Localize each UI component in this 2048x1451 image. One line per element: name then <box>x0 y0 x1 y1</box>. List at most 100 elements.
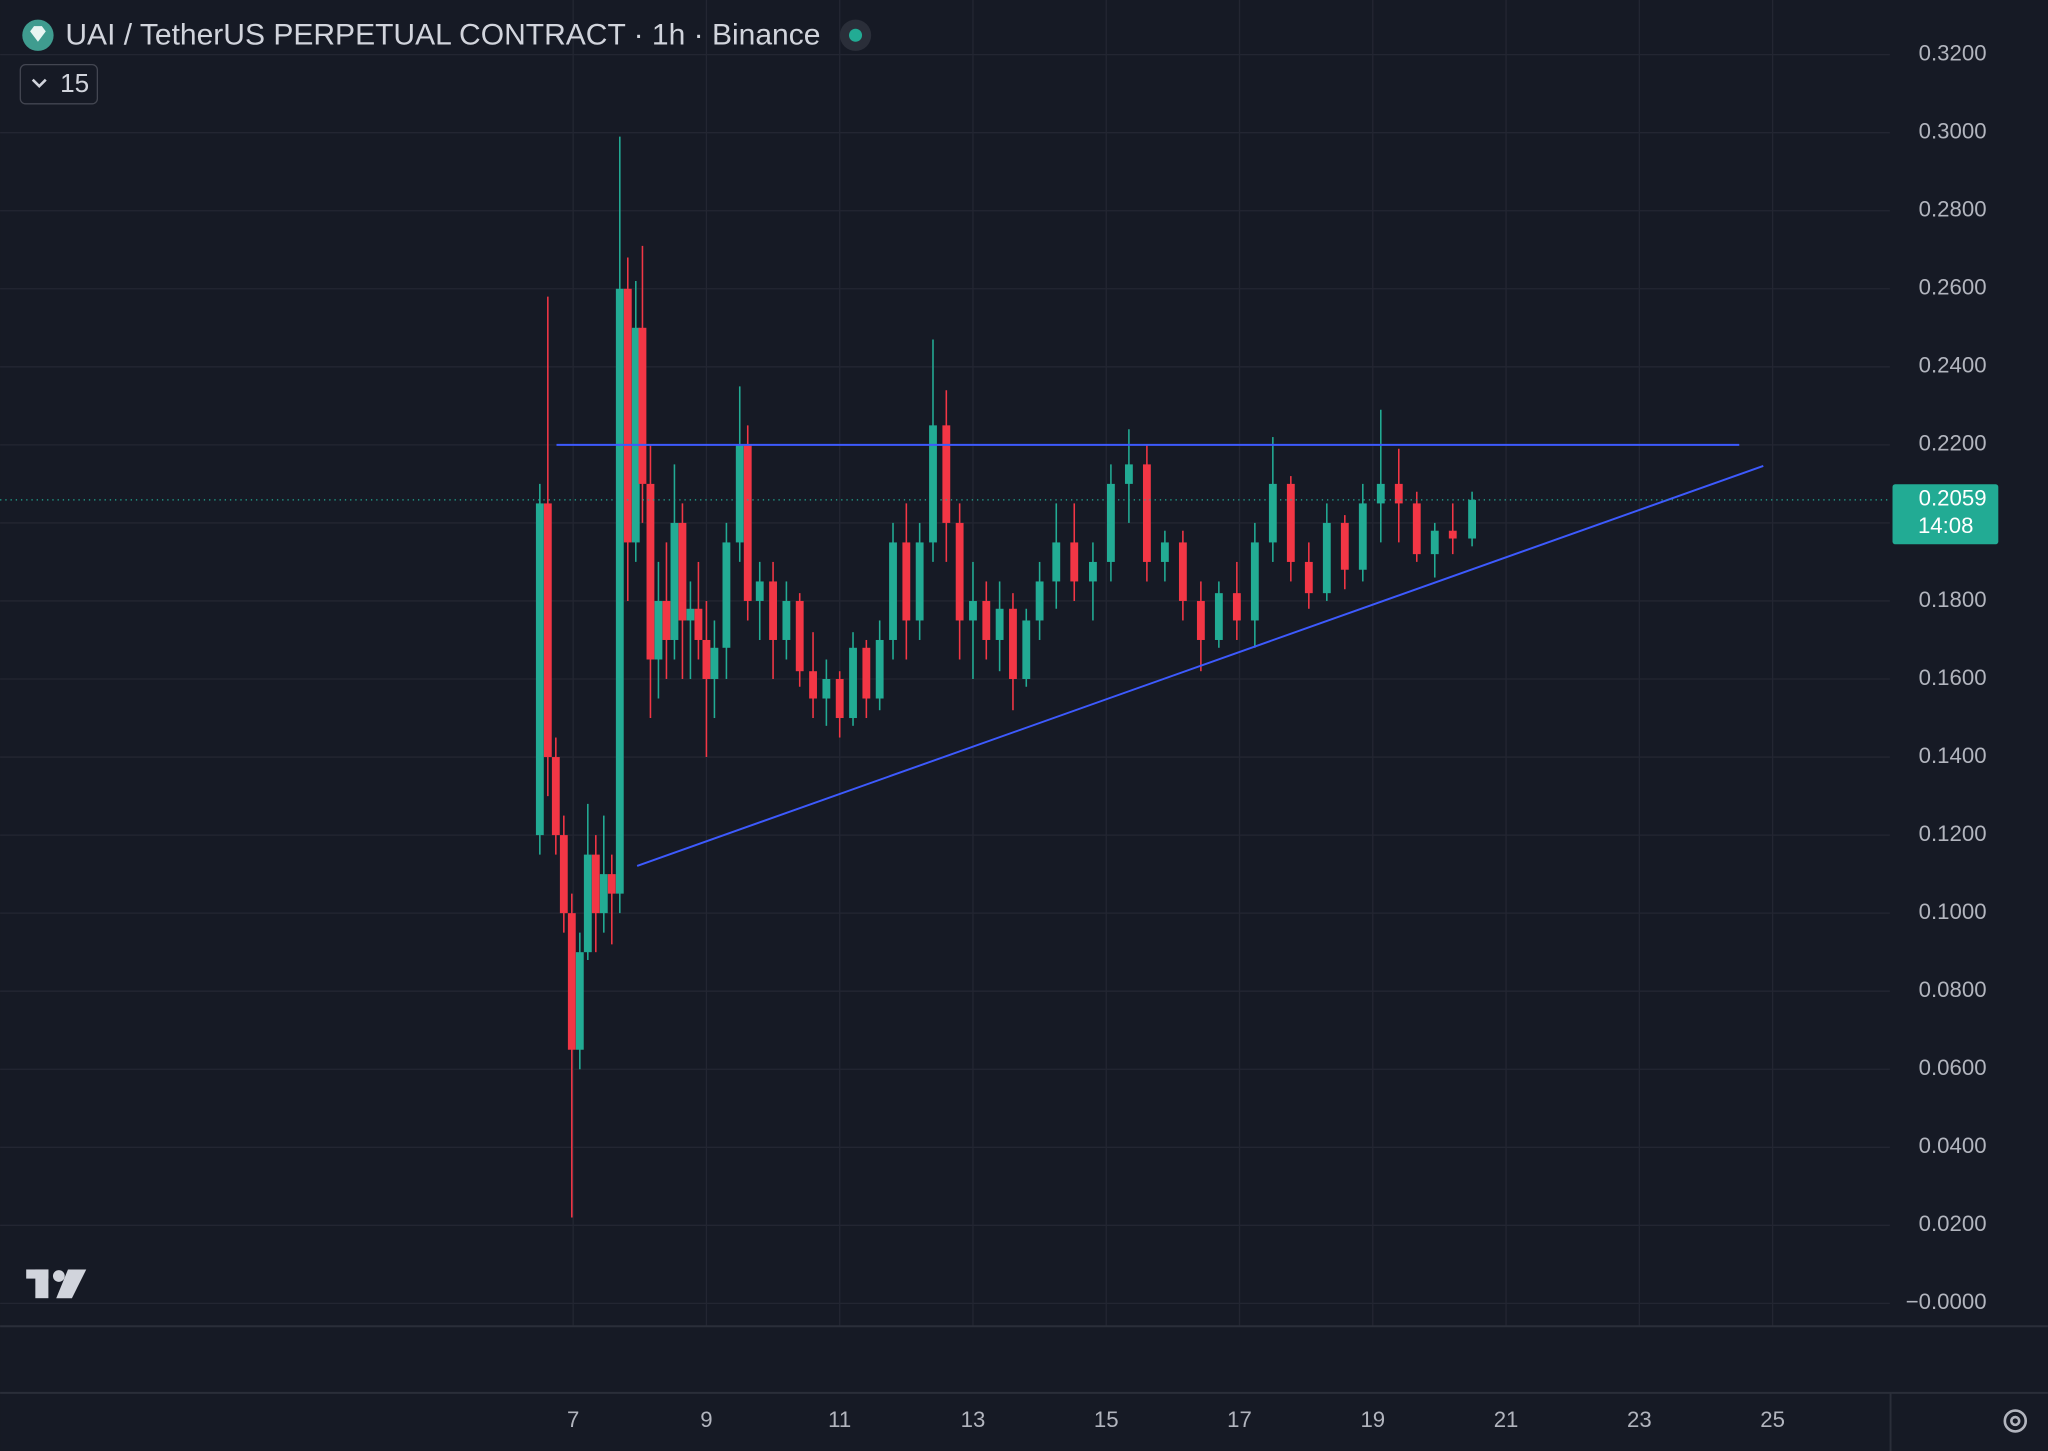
candle-body <box>623 288 632 543</box>
candle-body <box>535 503 544 836</box>
candle-body <box>631 327 640 543</box>
candle-body <box>915 542 924 621</box>
candle-body <box>591 854 600 914</box>
overlay: 0.3200 0.3000 0.2800 0.2600 0.2400 0.2200 0.20… <box>0 40 1999 1432</box>
candle-body <box>543 503 552 758</box>
countdown-label: 14:08 <box>1918 513 1974 538</box>
y-tick-label: 0.1200 <box>1919 821 1987 846</box>
interval-button[interactable]: 15 <box>60 68 89 98</box>
candle-body <box>1468 499 1477 539</box>
y-tick-label: 0.1400 <box>1919 743 1987 768</box>
candle-body <box>654 600 663 660</box>
candle-body <box>862 647 871 699</box>
candle-body <box>662 600 671 640</box>
candle-body <box>735 444 744 543</box>
candle-body <box>1286 483 1295 562</box>
candle-body <box>722 542 731 648</box>
candle-body <box>1142 464 1151 562</box>
candle-body <box>1358 503 1367 570</box>
candle-body <box>1412 503 1421 555</box>
candle-body <box>1178 542 1187 601</box>
tradingview-logo <box>26 1269 87 1299</box>
candle-body <box>835 679 844 719</box>
candle-body <box>670 522 679 640</box>
x-tick-label: 15 <box>1094 1407 1119 1432</box>
grid <box>0 0 1890 1326</box>
candle-body <box>769 581 777 640</box>
y-tick-label: 0.2200 <box>1919 431 1987 456</box>
candle-body <box>929 425 937 543</box>
y-tick-label: 0.0800 <box>1919 977 1987 1002</box>
candle-body <box>875 639 884 699</box>
candle-body <box>1304 561 1313 594</box>
candle-body <box>567 913 576 1050</box>
candle-body <box>995 608 1004 640</box>
status-dot <box>848 28 863 42</box>
candle-body <box>1214 593 1223 640</box>
x-tick-label: 11 <box>828 1407 851 1432</box>
candle-body <box>1232 593 1241 621</box>
chart-title: UAI / TetherUS PERPETUAL CONTRACT · 1h ·… <box>65 19 820 52</box>
y-tick-label: 0.1000 <box>1919 899 1987 924</box>
candle-body <box>889 542 897 640</box>
candle-body <box>809 671 817 699</box>
candle-body <box>551 757 560 836</box>
candle-body <box>1052 542 1061 582</box>
candle-body <box>1106 483 1115 562</box>
candle-body <box>615 288 624 894</box>
y-tick-label: 0.2800 <box>1919 197 1987 222</box>
indicator-toggle[interactable] <box>19 63 99 105</box>
candle-body <box>982 600 991 640</box>
candle-body <box>822 679 831 699</box>
chevron <box>31 78 47 89</box>
trend-line <box>636 465 1764 867</box>
candle-body <box>1322 522 1331 594</box>
candle-body <box>743 444 752 601</box>
y-tick-label: 0.0600 <box>1919 1055 1987 1080</box>
candle-body <box>1035 581 1044 621</box>
y-tick-label: 0.1800 <box>1919 587 1987 612</box>
candle-body <box>678 522 687 621</box>
last-price-badge <box>1892 484 1999 545</box>
candles <box>535 136 1477 1218</box>
candle-body <box>782 600 791 640</box>
candle-body <box>1196 600 1205 640</box>
settings-button[interactable] <box>2003 1409 2028 1433</box>
x-tick-label: 19 <box>1360 1407 1385 1432</box>
candle-body <box>1250 542 1259 621</box>
candle-body <box>559 835 568 914</box>
candle-body <box>694 608 703 640</box>
x-tick-label: 23 <box>1627 1407 1652 1432</box>
candle-body <box>902 542 911 621</box>
y-tick-label: 0.2400 <box>1919 353 1987 378</box>
candle-body <box>686 608 695 621</box>
candle-body <box>1268 483 1277 543</box>
candle-body <box>710 647 719 680</box>
symbol-logo-gem <box>30 26 46 42</box>
candle-body <box>942 425 951 523</box>
candle-body <box>955 522 964 621</box>
candle-body <box>1022 620 1031 680</box>
y-tick-label: 0.0200 <box>1919 1211 1987 1236</box>
y-tick-label: −0.0000 <box>1906 1289 1987 1314</box>
last-price-label: 0.2059 <box>1919 486 1987 511</box>
x-tick-label: 17 <box>1227 1407 1252 1432</box>
candle-body <box>638 327 647 484</box>
y-tick-label: 0.2600 <box>1919 275 1987 300</box>
candle-body <box>1430 530 1439 555</box>
y-tick-label: 0.1600 <box>1919 665 1987 690</box>
candle-body <box>1376 483 1385 504</box>
x-tick-label: 21 <box>1494 1407 1519 1432</box>
candle-body <box>1160 542 1169 562</box>
candle-body <box>607 874 616 894</box>
candle-body <box>1009 608 1017 680</box>
candle-body <box>1340 522 1349 570</box>
x-tick-label: 25 <box>1760 1407 1785 1432</box>
candle-body <box>969 600 977 621</box>
x-tick-label: 9 <box>700 1407 712 1432</box>
x-tick-label: 7 <box>567 1407 579 1432</box>
candle-body <box>1124 464 1133 484</box>
